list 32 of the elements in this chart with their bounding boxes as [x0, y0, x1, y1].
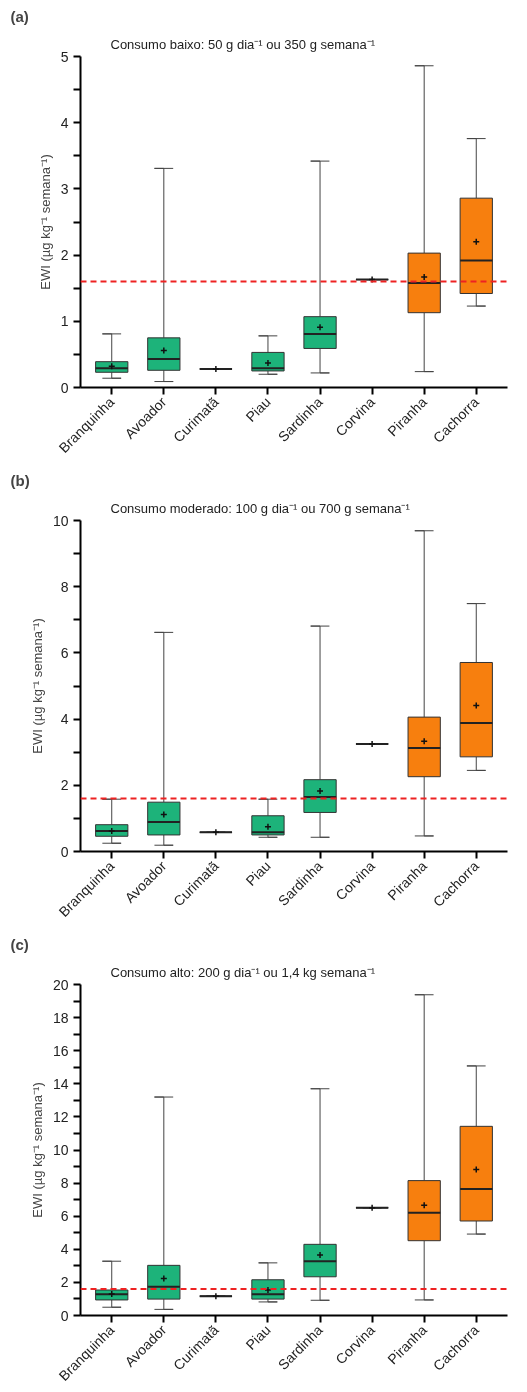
y-tick-label: 0 [60, 843, 69, 860]
y-tick-label: 20 [52, 976, 69, 993]
y-tick-label: 3 [60, 180, 69, 197]
chart-subtitle: Consumo baixo: 50 g dia⁻¹ ou 350 g semana⁻¹ [110, 36, 376, 52]
y-tick-label: 4 [60, 1241, 69, 1258]
y-axis-title: EWI (µg kg⁻¹ semana⁻¹) [29, 618, 45, 754]
y-tick-label: 2 [60, 247, 69, 264]
y-tick-label: 12 [52, 1108, 69, 1125]
y-tick-label: 6 [60, 644, 69, 661]
y-tick-label: 0 [60, 1307, 69, 1324]
y-tick-label: 10 [52, 1142, 69, 1158]
y-tick-label: 4 [60, 114, 69, 131]
y-axis-title: EWI (µg kg⁻¹ semana⁻¹) [29, 1082, 45, 1218]
y-tick-label: 2 [60, 1274, 69, 1291]
chart-title: (c) [10, 935, 29, 953]
chart-subtitle: Consumo moderado: 100 g dia⁻¹ ou 700 g semana⁻¹ [110, 500, 411, 516]
y-tick-label: 8 [60, 1175, 69, 1192]
y-tick-label: 2 [60, 777, 69, 794]
y-tick-label: 5 [60, 48, 69, 65]
y-tick-label: 1 [60, 313, 69, 330]
y-tick-label: 14 [52, 1075, 69, 1092]
y-axis-title: EWI (µg kg⁻¹ semana⁻¹) [37, 154, 53, 290]
y-tick-label: 10 [52, 512, 69, 529]
y-tick-label: 16 [52, 1042, 69, 1059]
y-tick-label: 8 [60, 578, 69, 595]
y-tick-label: 4 [60, 711, 69, 728]
chart-title: (a) [10, 7, 29, 25]
chart-title: (b) [10, 471, 30, 489]
y-tick-label: 0 [60, 379, 69, 396]
y-tick-label: 6 [60, 1208, 69, 1225]
y-tick-label: 18 [52, 1009, 69, 1026]
chart-subtitle: Consumo alto: 200 g dia⁻¹ ou 1,4 kg semana⁻¹ [110, 964, 376, 980]
